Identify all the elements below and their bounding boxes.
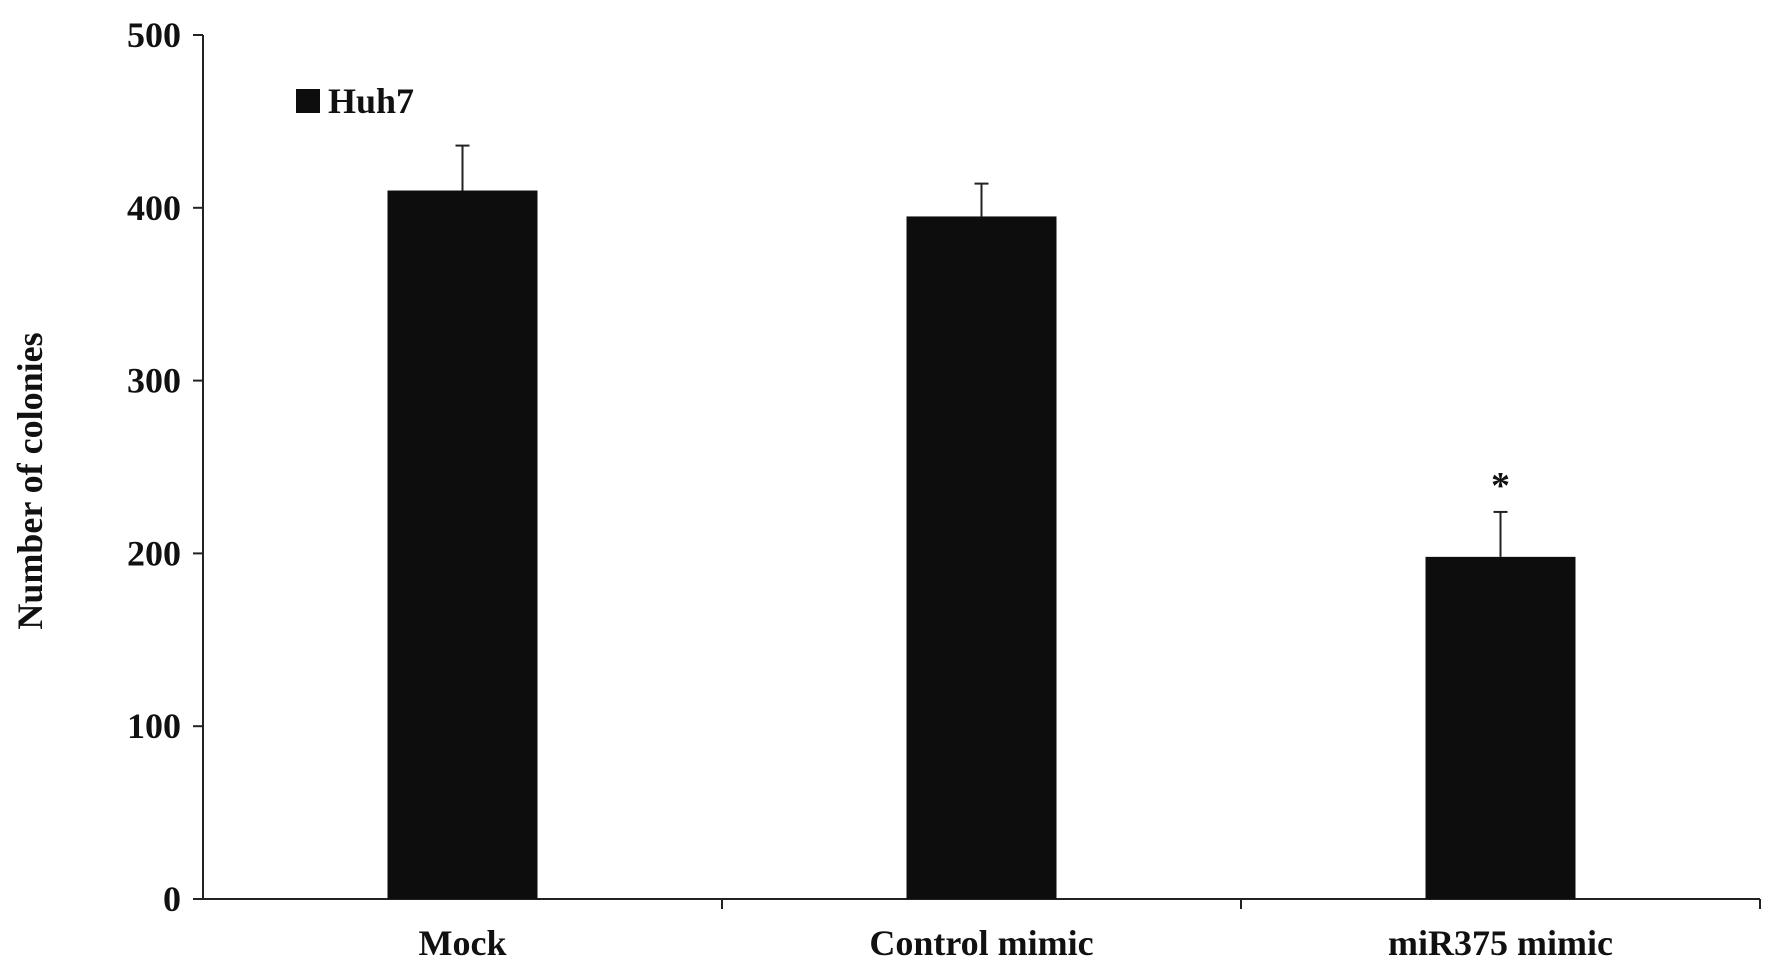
y-axis-title: Number of colonies xyxy=(10,332,50,629)
plot-area: 0 100 200 300 400 500 Mock Control mimic miR375 … xyxy=(127,15,1761,963)
y-tick-label: 500 xyxy=(127,15,181,55)
x-tick-label: Control mimic xyxy=(869,923,1093,963)
x-tick-label: Mock xyxy=(419,923,507,963)
y-tick-label: 200 xyxy=(127,533,181,573)
bar-mir375-mimic xyxy=(1425,556,1576,899)
y-tick-label: 100 xyxy=(127,706,181,746)
legend-label-huh7: Huh7 xyxy=(328,81,414,121)
legend: Huh7 xyxy=(296,81,414,121)
legend-swatch-huh7 xyxy=(296,89,320,113)
y-tick-label: 400 xyxy=(127,188,181,228)
y-tick-label: 0 xyxy=(163,879,181,919)
y-tick-label: 300 xyxy=(127,361,181,401)
bar-mock xyxy=(387,190,538,899)
x-tick-label: miR375 mimic xyxy=(1388,923,1613,963)
significance-marker: * xyxy=(1491,465,1510,507)
bar-control-mimic xyxy=(906,216,1057,899)
